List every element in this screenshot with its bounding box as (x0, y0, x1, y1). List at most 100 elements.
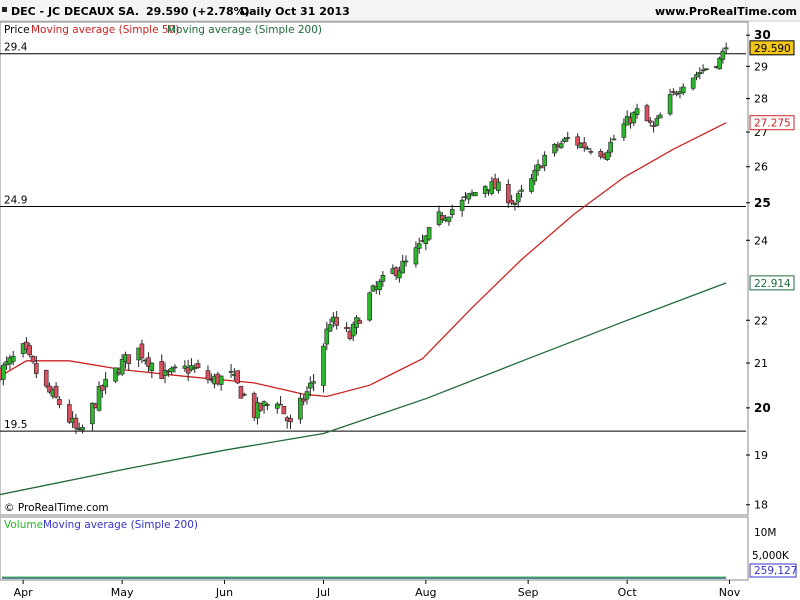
candle (621, 118, 627, 141)
candle-body (57, 398, 62, 406)
candle-body (311, 381, 316, 384)
candle-body (321, 345, 326, 386)
candle (631, 111, 637, 127)
horizontal-line-label: 19.5 (4, 419, 27, 431)
candle (423, 234, 429, 251)
candle-body (278, 403, 283, 406)
candle (515, 190, 521, 208)
candle (43, 369, 49, 389)
candle-body (377, 281, 382, 291)
candle-body (53, 385, 59, 398)
candle-body (324, 328, 330, 345)
candle (519, 184, 524, 198)
candle-body (449, 209, 455, 216)
volume-ma-value-box (749, 563, 797, 578)
candle-body (119, 359, 125, 375)
ma50-legend: Moving average (Simple 50) (31, 24, 179, 36)
y-tick-label: 20 (754, 401, 771, 415)
y-tick-label: 18 (754, 499, 768, 512)
candle-body (403, 260, 409, 263)
candle (344, 322, 349, 333)
candle-body (605, 152, 610, 160)
x-tick-label: Sep (518, 586, 539, 599)
last-value-label: 22.914 (754, 278, 791, 290)
candle-body (680, 86, 686, 94)
candle (440, 212, 445, 224)
candle (674, 90, 679, 97)
candle-body (228, 370, 234, 373)
candle-body (654, 118, 660, 126)
candle (258, 402, 264, 413)
last-value-box (749, 40, 795, 56)
candle-body (657, 114, 663, 119)
candle-body (562, 138, 567, 142)
candle (644, 103, 650, 122)
candle (139, 339, 145, 364)
header-ticker: DEC - JC DECAUX SA. (11, 5, 139, 18)
candle-body (344, 326, 349, 330)
candle (205, 365, 211, 384)
last-value-label: 29.590 (754, 43, 791, 55)
candle (228, 364, 234, 378)
last-value-label: 27.275 (754, 118, 791, 130)
candle (482, 185, 488, 198)
last-value-box (749, 275, 795, 291)
candles-layer (0, 42, 729, 435)
candle (634, 103, 640, 119)
candle-body (334, 317, 339, 326)
candle-body (473, 192, 478, 197)
candle (367, 291, 372, 322)
candle (565, 131, 571, 143)
candle-body (258, 403, 264, 411)
candle (539, 165, 544, 169)
candle-body (397, 270, 402, 279)
candle-body (301, 398, 306, 402)
candle-body (512, 202, 518, 205)
candle (680, 83, 686, 96)
candle (27, 342, 33, 358)
candle-body (73, 417, 79, 429)
candle-body (697, 72, 703, 75)
candle (274, 401, 280, 414)
candle-body (423, 235, 429, 245)
candle-body (288, 418, 293, 423)
candle-body (380, 275, 386, 282)
candle (311, 374, 316, 392)
candle-body (608, 141, 613, 153)
candle-body (667, 94, 673, 115)
header-site: www.ProRealTime.com (655, 5, 797, 18)
candle (73, 413, 79, 435)
candle (350, 321, 356, 342)
candle-body (357, 320, 363, 324)
header-period-date: Daily Oct 31 2013 (240, 5, 350, 18)
price-panel-frame (0, 21, 749, 516)
candle (126, 354, 132, 371)
candle-body (440, 215, 445, 220)
candle (697, 67, 703, 80)
ma200-legend: Moving average (Simple 200) (167, 24, 322, 36)
candle-body (195, 363, 201, 368)
candle-body (169, 367, 174, 373)
moving-averages-layer (0, 122, 727, 496)
candle-body (515, 193, 521, 203)
price-legend: Price (4, 24, 30, 36)
candle (281, 406, 287, 415)
x-tick-label: Apr (14, 586, 34, 599)
candle (700, 64, 706, 75)
candle (34, 356, 39, 379)
candle (403, 255, 409, 267)
candle (195, 359, 201, 370)
candle (288, 414, 293, 430)
candle-body (327, 324, 333, 332)
y-tick-label: 21 (754, 357, 768, 370)
y-tick-label: 26 (754, 161, 768, 174)
candle-body (113, 367, 118, 382)
candle (611, 134, 617, 141)
candle (446, 216, 452, 226)
y-tick-label: 22 (754, 314, 768, 327)
candle (298, 392, 303, 424)
candle-body (565, 137, 571, 139)
candle (720, 47, 726, 64)
candle (357, 317, 363, 324)
volume-tick-10m: 10M (754, 527, 776, 539)
